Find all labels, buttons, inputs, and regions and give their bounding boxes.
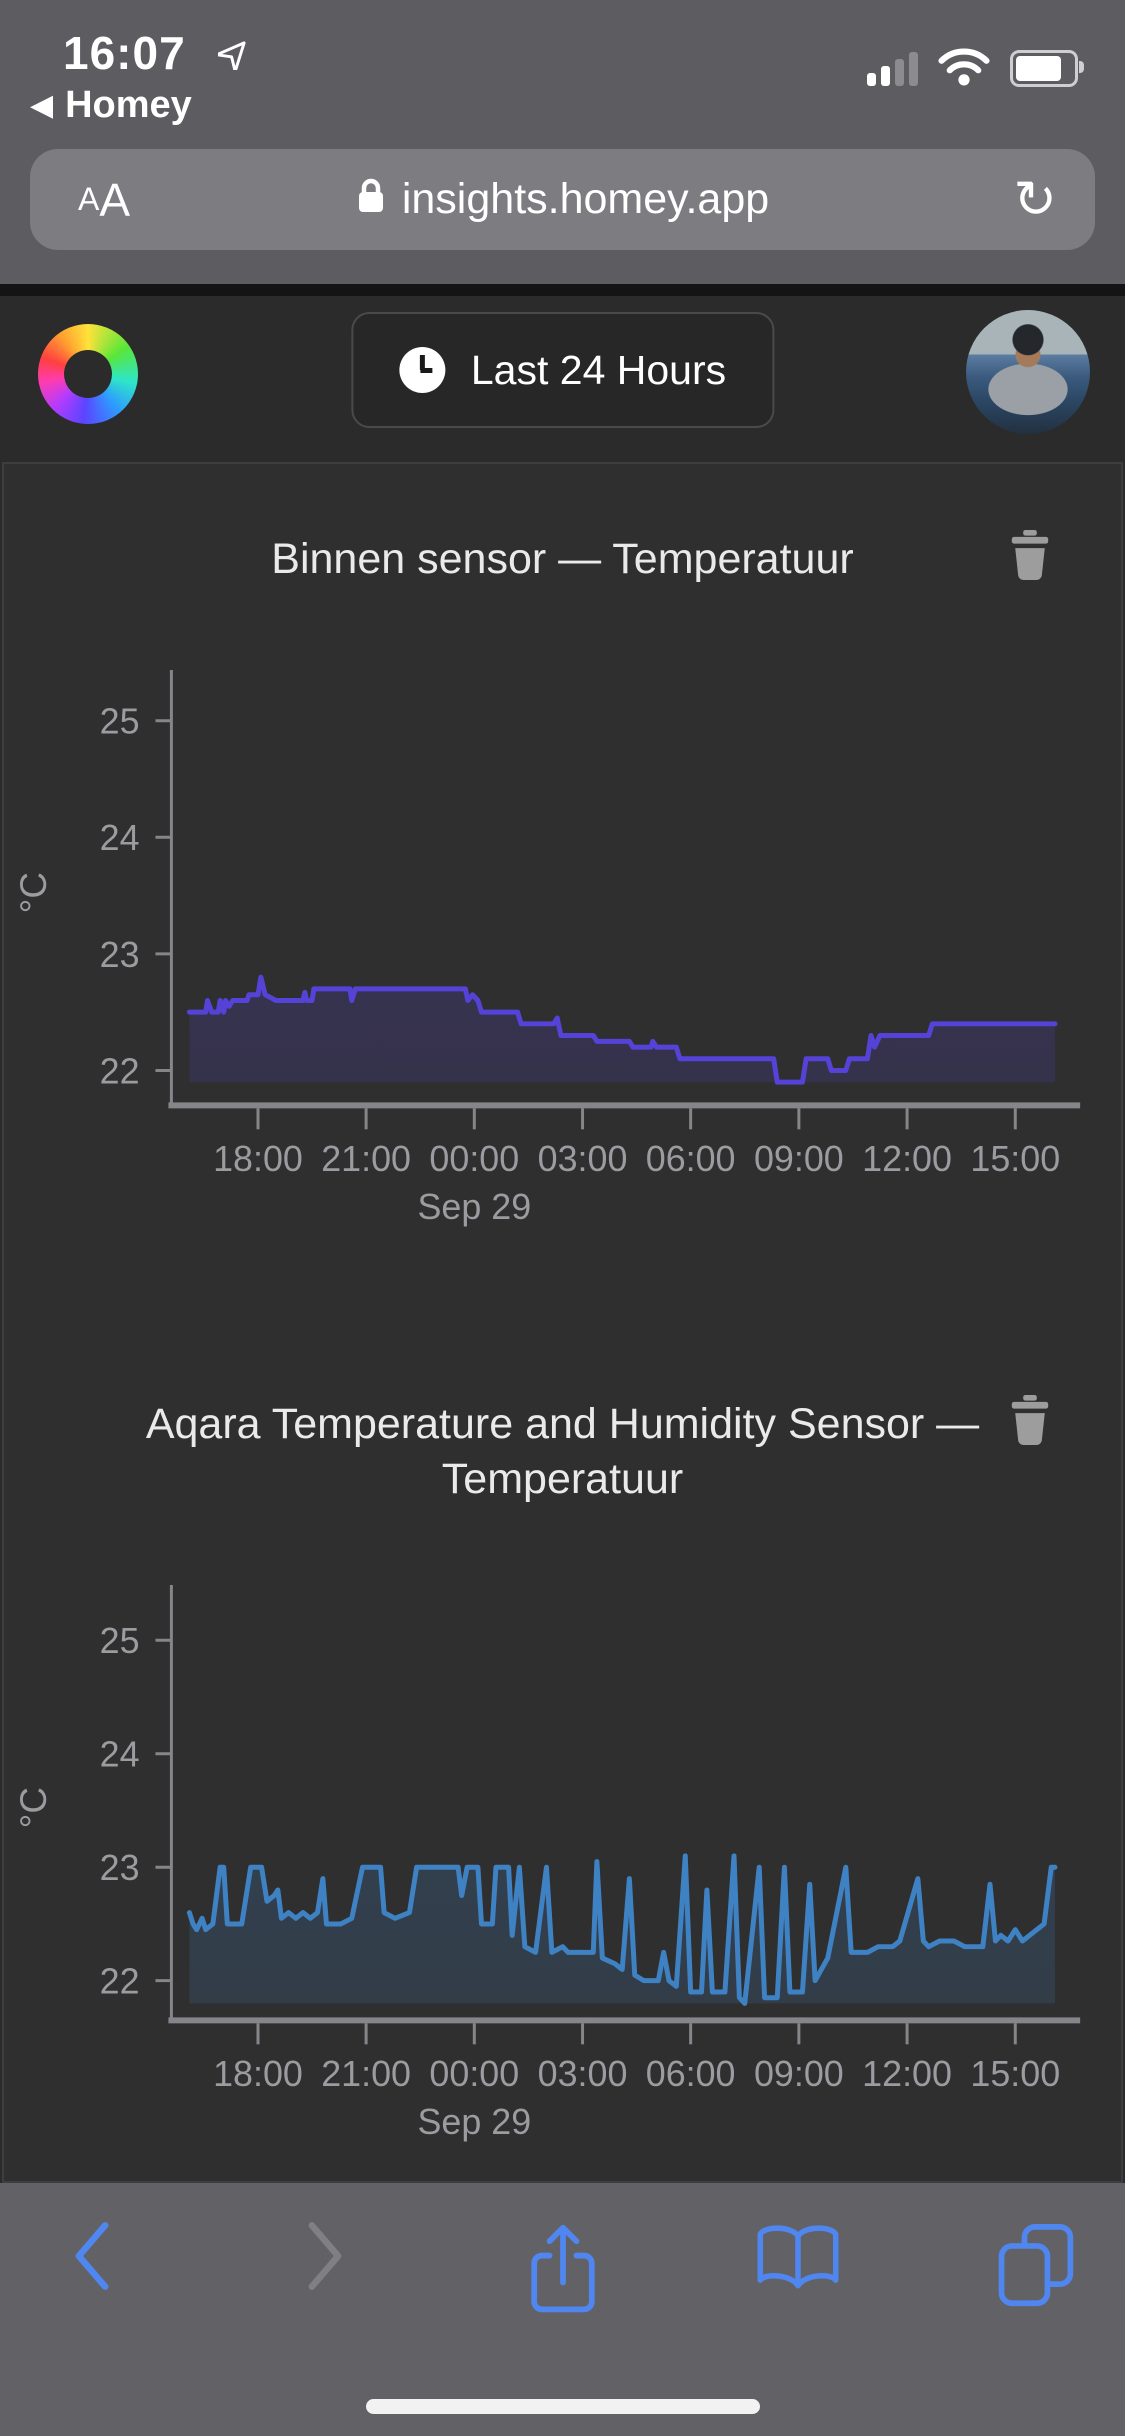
- svg-text:15:00: 15:00: [970, 1139, 1060, 1179]
- safari-top-chrome: 16:07 ◀ Homey A A: [0, 0, 1125, 284]
- back-triangle-icon: ◀: [30, 89, 54, 122]
- chrome-divider: [0, 284, 1125, 296]
- home-indicator[interactable]: [365, 2399, 760, 2414]
- svg-text:22: 22: [100, 1962, 140, 2002]
- time-range-label: Last 24 Hours: [470, 346, 727, 393]
- svg-text:12:00: 12:00: [862, 2054, 952, 2094]
- text-size-small-a: A: [78, 181, 100, 217]
- chart-header: Binnen sensor — Temperatuur: [4, 530, 1121, 592]
- svg-text:06:00: 06:00: [646, 1139, 736, 1179]
- svg-text:15:00: 15:00: [970, 2054, 1060, 2094]
- text-size-button[interactable]: A A: [78, 149, 130, 250]
- svg-text:°C: °C: [13, 1787, 54, 1828]
- back-button[interactable]: [70, 2221, 114, 2296]
- svg-text:21:00: 21:00: [321, 2054, 411, 2094]
- cellular-signal-icon: [867, 51, 918, 86]
- svg-text:00:00: 00:00: [429, 1139, 519, 1179]
- safari-bottom-toolbar: [0, 2183, 1125, 2436]
- address-field[interactable]: insights.homey.app: [30, 149, 1095, 250]
- delete-chart-button[interactable]: [1009, 1395, 1051, 1450]
- svg-text:Sep 29: Sep 29: [417, 1187, 531, 1227]
- url-bar[interactable]: A A insights.homey.app ↻: [30, 149, 1095, 250]
- tabs-button[interactable]: [992, 2221, 1078, 2316]
- svg-text:12:00: 12:00: [862, 1139, 952, 1179]
- svg-text:00:00: 00:00: [429, 2054, 519, 2094]
- svg-text:24: 24: [100, 818, 140, 858]
- svg-text:03:00: 03:00: [538, 1139, 628, 1179]
- site-header: Last 24 Hours: [0, 296, 1125, 462]
- battery-icon: [1010, 50, 1084, 87]
- svg-text:24: 24: [100, 1735, 140, 1775]
- svg-text:23: 23: [100, 935, 140, 975]
- svg-text:Sep 29: Sep 29: [417, 2102, 531, 2142]
- share-button[interactable]: [524, 2221, 602, 2322]
- back-app-label: Homey: [65, 84, 192, 126]
- clock-icon: [398, 347, 445, 393]
- time-range-button[interactable]: Last 24 Hours: [350, 312, 775, 428]
- svg-text:18:00: 18:00: [213, 1139, 303, 1179]
- reload-button[interactable]: ↻: [1013, 170, 1057, 229]
- svg-text:09:00: 09:00: [754, 2054, 844, 2094]
- text-size-big-a: A: [99, 173, 131, 226]
- svg-text:23: 23: [100, 1848, 140, 1888]
- chart-header: Aqara Temperature and Humidity Sensor — …: [4, 1395, 1121, 1507]
- svg-text:°C: °C: [13, 872, 54, 913]
- svg-text:25: 25: [100, 702, 140, 742]
- chart-title: Binnen sensor — Temperatuur: [271, 535, 854, 583]
- chart-plot-aqara-sensor[interactable]: 22 23 24 25 18:00 21:00 00:00 Sep 29 03:00 06:00 0…: [4, 1559, 1121, 2164]
- avatar[interactable]: [966, 310, 1090, 434]
- svg-text:25: 25: [100, 1621, 140, 1661]
- svg-text:09:00: 09:00: [754, 1139, 844, 1179]
- status-indicators: [867, 46, 1084, 91]
- status-time: 16:07: [63, 27, 186, 79]
- chart-plot-binnen-sensor[interactable]: 22 23 24 25 18:00 21:00 00:00 Sep 29 03:00 06:00 0…: [4, 644, 1121, 1249]
- bookmarks-button[interactable]: [752, 2221, 844, 2302]
- lock-icon: [356, 177, 386, 222]
- forward-button[interactable]: [303, 2221, 347, 2296]
- back-to-app-link[interactable]: ◀ Homey: [30, 84, 192, 127]
- location-arrow-icon: [215, 36, 252, 75]
- svg-text:21:00: 21:00: [321, 1139, 411, 1179]
- url-text: insights.homey.app: [401, 175, 770, 223]
- chart-card-binnen-sensor: Binnen sensor — Temperatuur 22 23 24 25 18:0…: [4, 530, 1121, 1249]
- insights-panel: Binnen sensor — Temperatuur 22 23 24 25 18:0…: [2, 462, 1123, 2183]
- svg-text:18:00: 18:00: [213, 2054, 303, 2094]
- svg-text:22: 22: [100, 1051, 140, 1091]
- chart-card-aqara-sensor: Aqara Temperature and Humidity Sensor — …: [4, 1395, 1121, 2164]
- wifi-icon: [938, 46, 990, 91]
- delete-chart-button[interactable]: [1009, 530, 1051, 585]
- homey-logo-icon[interactable]: [38, 324, 138, 424]
- chart-title: Aqara Temperature and Humidity Sensor — …: [145, 1400, 980, 1504]
- svg-text:06:00: 06:00: [646, 2054, 736, 2094]
- svg-text:03:00: 03:00: [538, 2054, 628, 2094]
